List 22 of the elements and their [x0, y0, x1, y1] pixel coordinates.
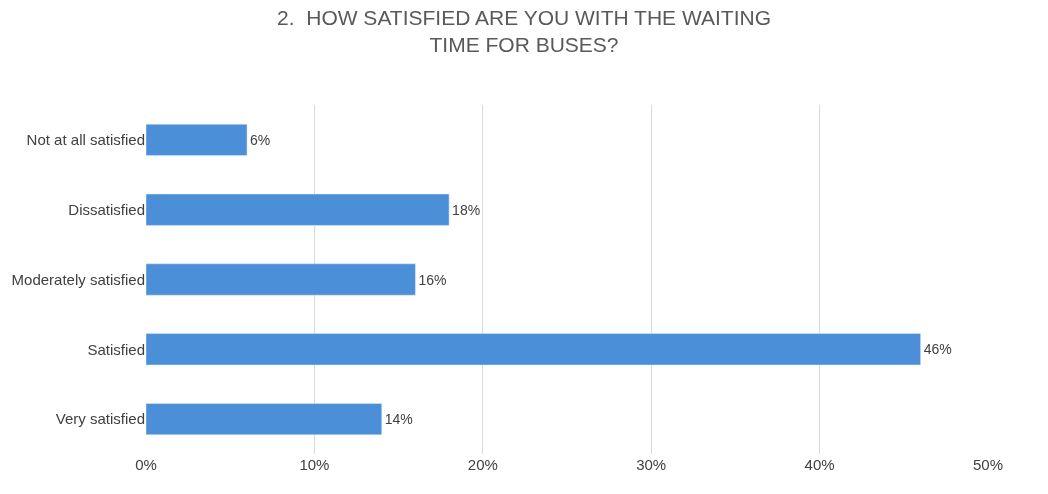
bar — [146, 123, 248, 156]
x-tick-label: 20% — [467, 456, 498, 473]
y-tick-label: Satisfied — [87, 340, 145, 358]
data-label: 14% — [384, 411, 413, 428]
bar — [146, 263, 416, 296]
bar — [146, 193, 450, 226]
x-tick-label: 30% — [636, 456, 667, 473]
data-label: 46% — [923, 341, 952, 358]
bar — [146, 403, 383, 436]
x-tick-label: 40% — [804, 456, 835, 473]
data-label: 6% — [250, 131, 271, 148]
x-tick-label: 50% — [972, 456, 1004, 473]
x-tick-label: 0% — [135, 456, 157, 473]
bar — [146, 333, 921, 366]
y-tick-label: Very satisfied — [55, 410, 145, 428]
x-tick-label: 10% — [299, 456, 330, 473]
y-tick-label: Dissatisfied — [68, 200, 145, 218]
data-label: 16% — [418, 271, 447, 288]
data-label: 18% — [452, 201, 481, 218]
y-tick-label: Not at all satisfied — [26, 131, 145, 149]
chart-title: 2. HOW SATISFIED ARE YOU WITH THE WAITING TIME FOR BUSES? — [277, 5, 771, 56]
y-tick-label: Moderately satisfied — [11, 270, 145, 288]
